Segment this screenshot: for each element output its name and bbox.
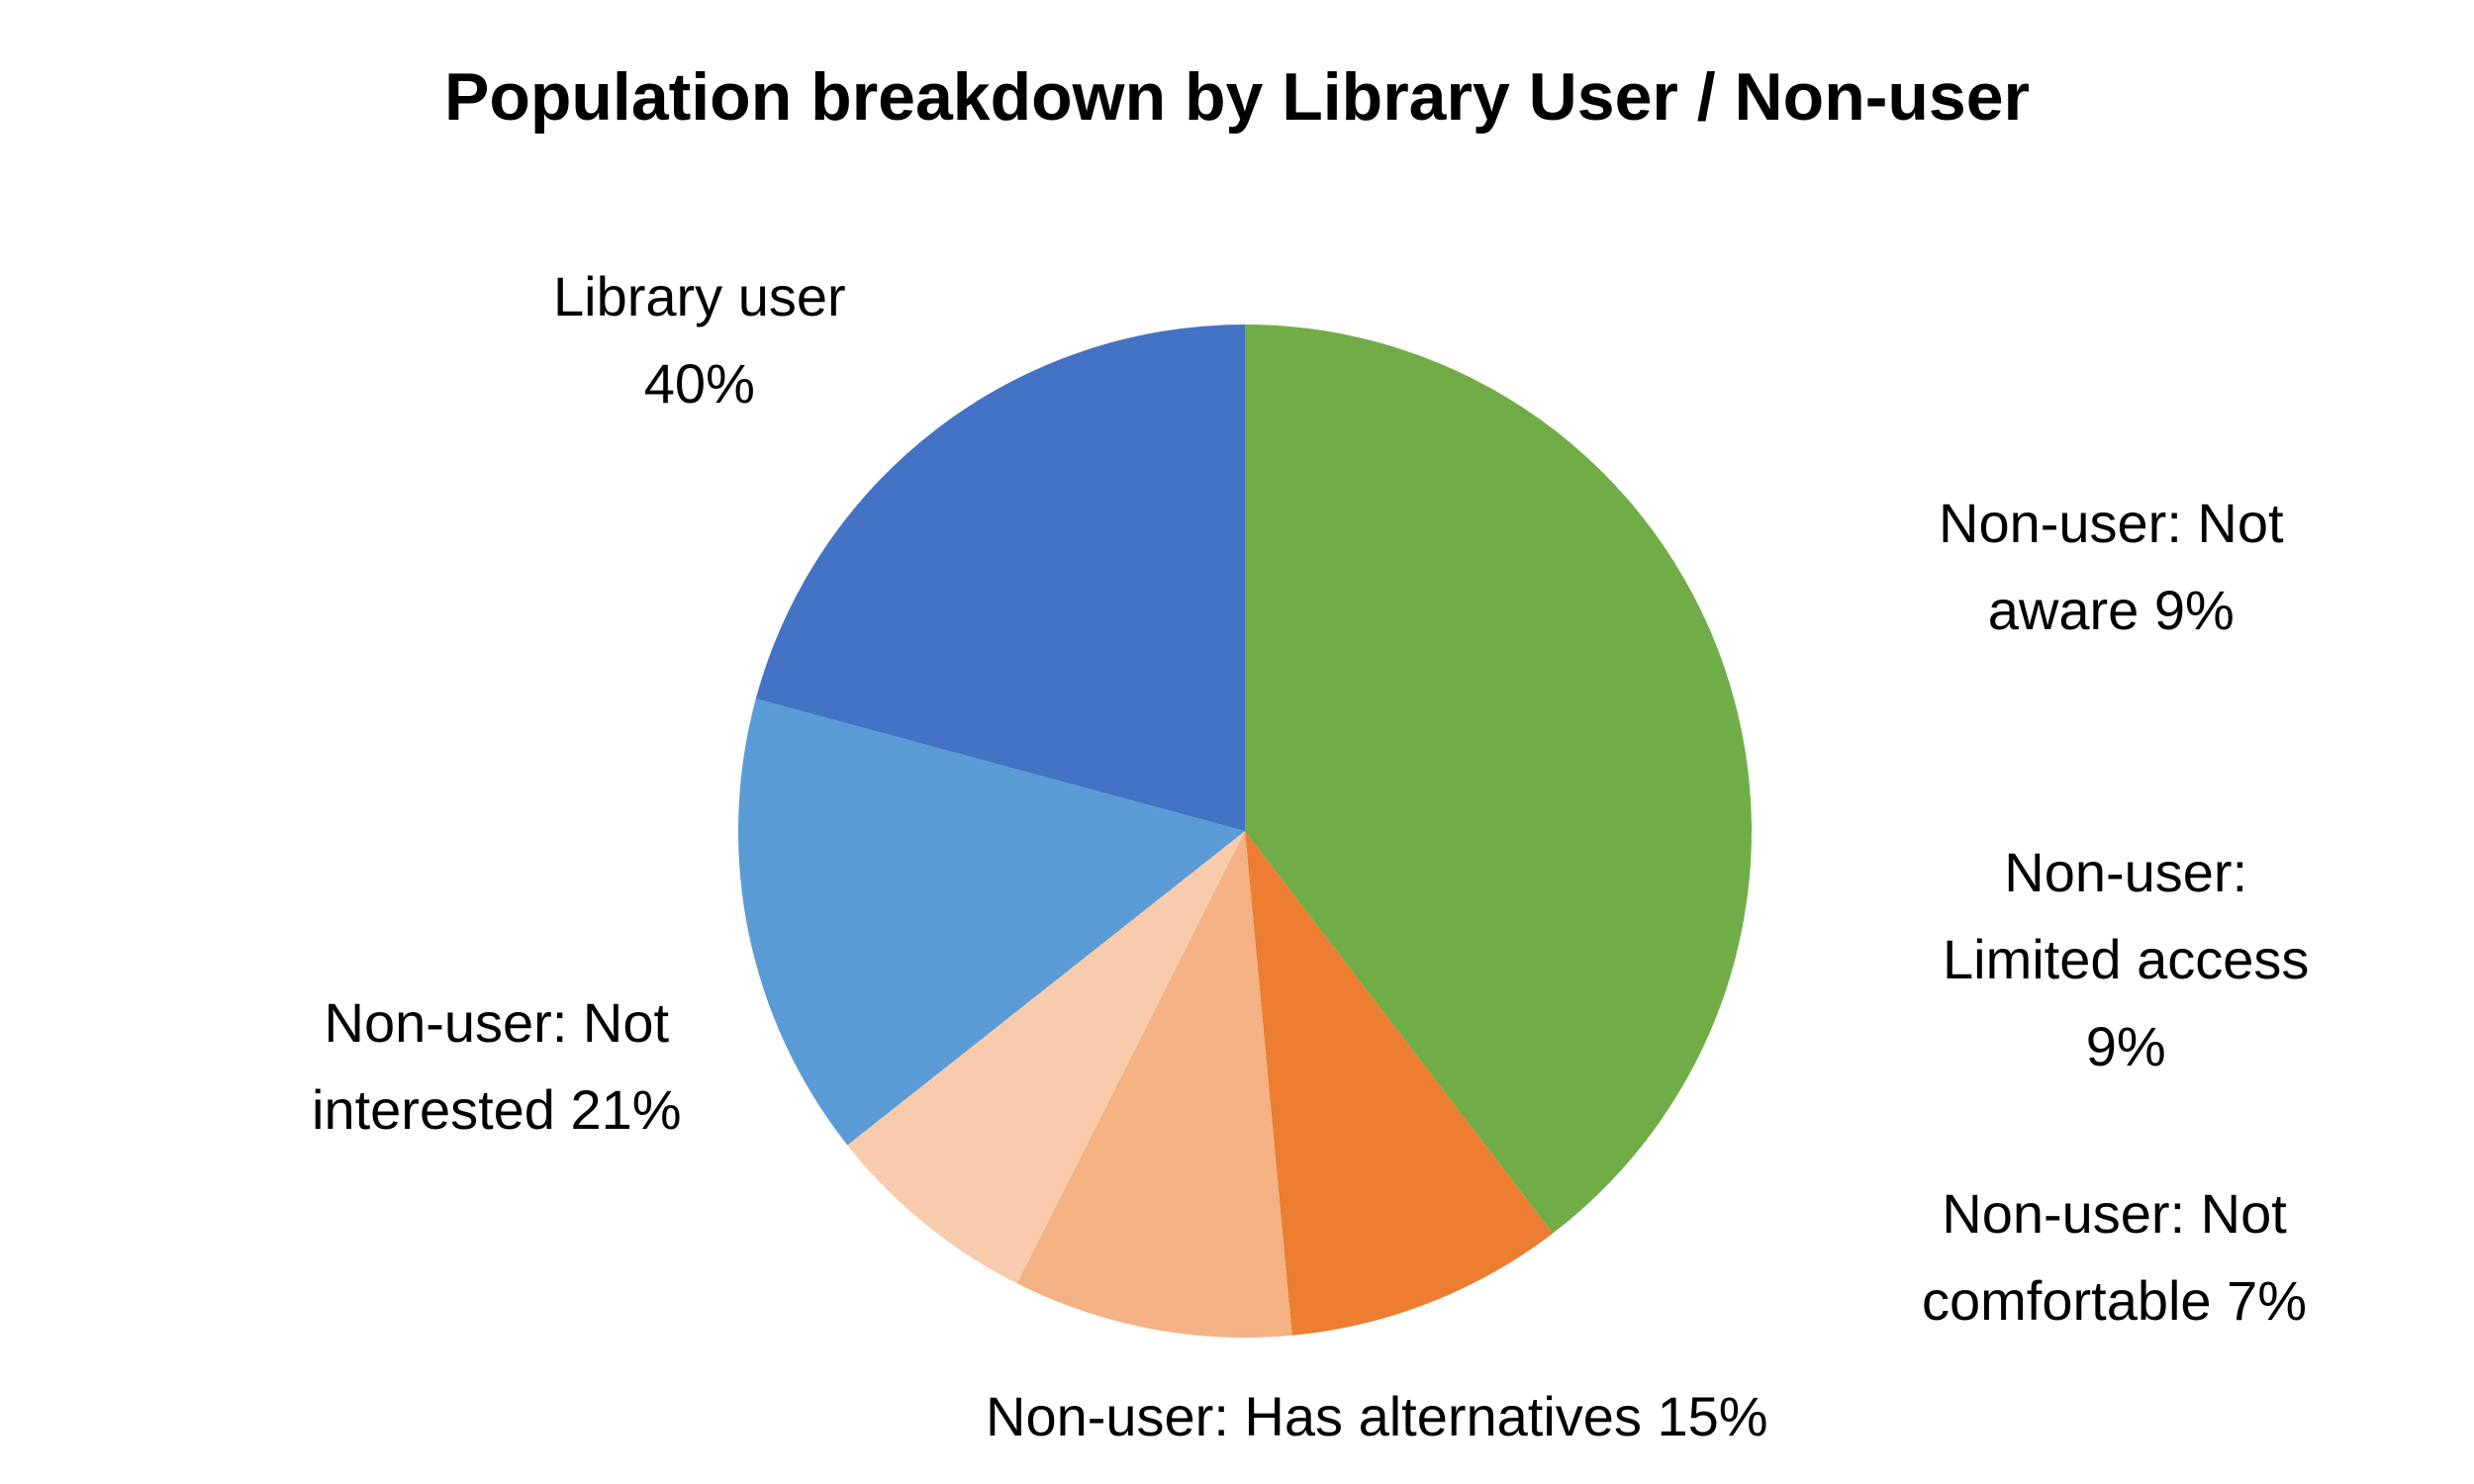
data-label-line: Library user [553, 265, 846, 327]
data-label-library-user: Library user 40% [553, 253, 846, 427]
data-label-line: aware 9% [1987, 579, 2235, 641]
pie-slice-library-user [1245, 325, 1753, 1234]
data-label-non-user-not-aware: Non-user: Not aware 9% [1939, 480, 2284, 654]
chart-title: Population breakdown by Library User / N… [443, 59, 2031, 135]
pie-slice-non-user-not-interested [755, 325, 1245, 831]
data-label-non-user-not-interested: Non-user: Not interested 21% [312, 979, 682, 1154]
pie-slice-non-user-has-alternatives [738, 698, 1245, 1146]
data-label-line: interested 21% [312, 1078, 682, 1141]
data-label-line: 40% [643, 352, 755, 415]
pie-slices [738, 325, 1753, 1338]
data-label-line: Non-user: Not [1942, 1182, 2287, 1245]
pie-slice-non-user-not-aware [1245, 831, 1554, 1336]
data-label-line: Non-user: Not [1939, 492, 2284, 554]
data-label-line: 9% [2085, 1015, 2166, 1077]
data-label-non-user-limited-access: Non-user: Limited access 9% [1943, 829, 2309, 1090]
pie-slice-non-user-not-comfortable [847, 831, 1245, 1284]
data-label-line: Non-user: [2004, 841, 2248, 903]
data-label-line: Non-user: Not [324, 991, 670, 1054]
data-label-non-user-has-alternatives: Non-user: Has alternatives 15% [986, 1373, 1768, 1460]
data-label-line: Non-user: Has alternatives 15% [986, 1385, 1768, 1447]
data-label-non-user-not-comfortable: Non-user: Not comfortable 7% [1922, 1170, 2307, 1345]
pie-slice-non-user-limited-access [1016, 831, 1292, 1338]
data-label-line: comfortable 7% [1922, 1269, 2308, 1332]
data-label-line: Limited access [1943, 928, 2310, 990]
